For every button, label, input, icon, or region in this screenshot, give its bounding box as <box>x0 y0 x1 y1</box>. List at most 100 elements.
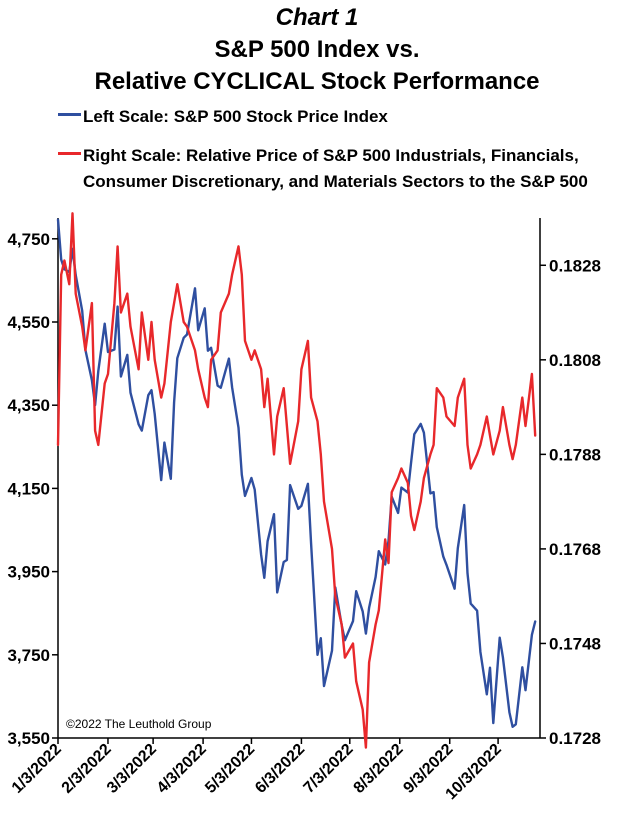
sp500-data-point <box>420 423 422 425</box>
left-axis-tick-label: 3,950 <box>7 563 50 582</box>
chart-title-line1: S&P 500 Index vs. <box>214 36 420 63</box>
sp500-series-line <box>56 218 537 728</box>
axes: 3,550 3,750 3,950 4,150 4,350 4,550 4,750 0.172… <box>7 218 601 803</box>
sp500-data-point <box>362 610 364 613</box>
sp500-data-point <box>445 564 448 566</box>
sp500-data-point <box>220 387 222 389</box>
sp500-data-point <box>436 526 438 528</box>
sp500-data-point <box>170 478 172 480</box>
sp500-data-point <box>521 666 523 668</box>
legend-swatch-blue <box>58 113 81 116</box>
chart-title-line2: Relative CYCLICAL Stock Performance <box>94 68 540 95</box>
sp500-data-point <box>254 489 256 491</box>
sp500-data-point <box>289 484 291 486</box>
sp500-data-point <box>210 347 212 349</box>
sp500-data-point <box>429 492 431 494</box>
sp500-data-point <box>492 722 494 724</box>
sp500-data-point <box>129 392 132 394</box>
sp500-data-point <box>231 386 233 388</box>
sp500-data-point <box>454 588 456 590</box>
sp500-data-point <box>126 354 128 356</box>
sp500-data-point <box>310 543 312 545</box>
sp500-data-point <box>117 306 119 308</box>
sp500-data-point <box>176 357 178 359</box>
sp500-data-point <box>463 504 465 506</box>
sp500-data-point <box>244 495 246 497</box>
sp500-data-point <box>141 430 143 432</box>
sp500-data-point <box>534 620 536 623</box>
relative-cyclical-series-line <box>56 212 537 749</box>
sp500-data-point <box>508 711 510 713</box>
series <box>56 212 537 749</box>
sp500-data-point <box>499 637 501 639</box>
sp500-data-point <box>57 219 59 221</box>
sp500-data-point <box>307 483 309 485</box>
sp500-data-point <box>217 385 219 387</box>
sp500-data-point <box>300 505 302 507</box>
sp500-data-point <box>515 723 517 725</box>
sp500-data-point <box>186 333 188 336</box>
left-axis-tick-label: 4,750 <box>7 230 50 249</box>
sp500-data-point <box>150 389 153 391</box>
legend-label-relative-line1: Right Scale: Relative Price of S&P 500 I… <box>83 146 579 165</box>
sp500-data-point <box>331 650 333 652</box>
sp500-data-point <box>511 726 514 728</box>
sp500-data-point <box>531 634 533 636</box>
sp500-data-point <box>91 379 93 381</box>
sp500-data-point <box>207 350 209 352</box>
left-axis-tick-label: 4,550 <box>7 313 50 332</box>
x-axis-tick-label: 3/3/2022 <box>104 741 160 797</box>
sp500-data-point <box>486 693 488 695</box>
sp500-data-point <box>502 656 504 658</box>
sp500-data-point <box>283 561 285 563</box>
sp500-data-point <box>368 607 370 609</box>
sp500-data-point <box>97 370 99 372</box>
sp500-data-point <box>194 287 196 289</box>
sp500-data-point <box>273 513 275 515</box>
sp500-data-point <box>466 572 469 574</box>
right-axis-tick-label: 0.1808 <box>549 351 601 370</box>
sp500-data-point <box>147 394 149 396</box>
right-axis-tick-label: 0.1748 <box>549 634 601 653</box>
sp500-data-point <box>457 547 459 549</box>
left-axis-tick-label: 3,750 <box>7 646 50 665</box>
sp500-data-point <box>173 401 175 403</box>
sp500-data-point <box>365 633 367 635</box>
sp500-data-point <box>183 337 185 339</box>
left-axis-tick-label: 4,350 <box>7 396 50 415</box>
left-axis-tick-label: 3,550 <box>7 729 50 748</box>
right-axis-tick-label: 0.1828 <box>549 256 601 275</box>
sp500-data-point <box>241 474 243 476</box>
sp500-data-point <box>276 591 278 594</box>
legend-label-relative-line2: Consumer Discretionary, and Materials Se… <box>83 172 588 191</box>
sp500-data-point <box>286 559 288 561</box>
sp500-data-point <box>375 576 377 578</box>
sp500-data-point <box>470 603 472 605</box>
sp500-data-point <box>423 432 425 434</box>
sp500-data-point <box>320 637 322 639</box>
sp500-data-point <box>204 307 206 309</box>
sp500-data-point <box>160 479 162 481</box>
sp500-data-point <box>489 667 491 669</box>
sp500-data-point <box>154 413 156 415</box>
sp500-data-point <box>378 550 380 552</box>
left-axis-tick-label: 4,150 <box>7 479 50 498</box>
sp500-data-point <box>250 477 252 479</box>
sp500-data-point <box>120 375 122 378</box>
sp500-data-point <box>479 651 481 653</box>
sp500-data-point <box>397 512 399 514</box>
x-axis-tick-label: 4/3/2022 <box>154 741 210 797</box>
sp500-data-point <box>267 540 269 542</box>
sp500-data-point <box>524 689 527 691</box>
x-axis-tick-label: 7/3/2022 <box>301 741 357 797</box>
sp500-data-point <box>352 620 354 622</box>
sp500-data-point <box>413 433 415 435</box>
sp500-data-point <box>113 348 115 351</box>
sp500-data-point <box>60 259 62 261</box>
sp500-data-point <box>81 310 83 312</box>
sp500-data-point <box>263 577 265 579</box>
right-axis-tick-label: 0.1728 <box>549 729 601 748</box>
sp500-data-point <box>344 639 346 641</box>
sp500-data-point <box>410 462 412 464</box>
